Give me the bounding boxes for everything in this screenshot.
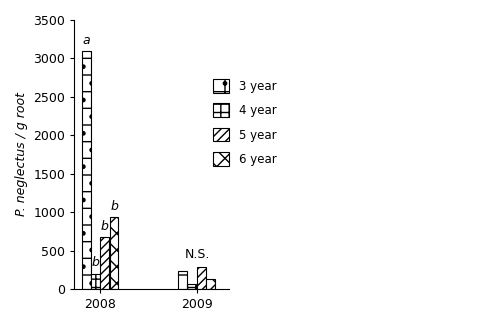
Bar bbox=[206, 279, 215, 289]
Text: b: b bbox=[110, 200, 118, 213]
Text: a: a bbox=[82, 34, 90, 47]
Y-axis label: P. neglectus / g root: P. neglectus / g root bbox=[15, 93, 28, 216]
Bar bbox=[178, 271, 187, 289]
Bar bbox=[188, 284, 196, 289]
Text: N.S.: N.S. bbox=[185, 247, 210, 260]
Bar bbox=[82, 51, 90, 289]
Bar bbox=[91, 274, 100, 289]
Bar bbox=[100, 237, 109, 289]
Text: b: b bbox=[92, 256, 100, 269]
Bar bbox=[110, 217, 118, 289]
Bar bbox=[196, 267, 205, 289]
Legend: 3 year, 4 year, 5 year, 6 year: 3 year, 4 year, 5 year, 6 year bbox=[208, 74, 282, 170]
Text: b: b bbox=[101, 220, 108, 233]
